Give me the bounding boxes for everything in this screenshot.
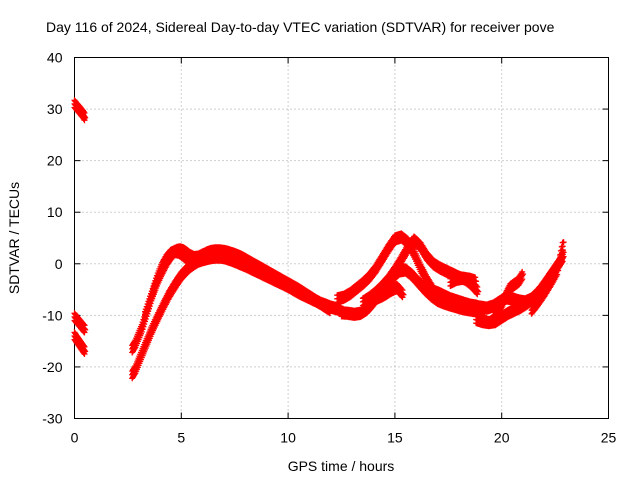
- x-tick-label: 5: [177, 430, 185, 446]
- tick-marks: [74, 57, 609, 419]
- y-tick-label: 20: [47, 153, 63, 169]
- y-tick-label: -10: [42, 307, 62, 323]
- x-tick-label: 20: [494, 430, 510, 446]
- y-tick-label: 30: [47, 101, 63, 117]
- y-tick-label: 0: [55, 256, 63, 272]
- series-s2: [71, 310, 89, 336]
- y-tick-label: -30: [42, 411, 62, 427]
- x-tick-labels: 0 5 10 15 20 25: [71, 430, 617, 446]
- data-points: [447, 271, 480, 289]
- data-points: [421, 281, 486, 315]
- y-tick-label: 40: [47, 50, 63, 66]
- series-s3: [71, 329, 89, 357]
- series-s15: [490, 268, 527, 319]
- series-s1: [71, 97, 89, 124]
- x-tick-label: 15: [387, 430, 403, 446]
- x-tick-label: 0: [71, 430, 79, 446]
- series-s10: [374, 280, 407, 305]
- y-tick-labels: -30 -20 -10 0 10 20 30 40: [42, 50, 62, 427]
- series-s16: [528, 239, 567, 317]
- data-points: [473, 247, 567, 330]
- x-axis-label: GPS time / hours: [288, 458, 395, 474]
- grid-lines: [74, 57, 609, 419]
- y-axis-label: SDTVAR / TECUs: [6, 182, 22, 294]
- data-points: [71, 310, 89, 336]
- y-tick-label: 10: [47, 204, 63, 220]
- chart-title: Day 116 of 2024, Sidereal Day-to-day VTE…: [46, 19, 555, 35]
- data-points: [528, 239, 567, 317]
- plot-frame: [74, 57, 609, 419]
- series-s13: [473, 247, 567, 330]
- data-points: [142, 244, 191, 322]
- x-tick-label: 10: [280, 430, 296, 446]
- data-points: [490, 268, 527, 319]
- data-points: [374, 280, 407, 305]
- series-s6: [142, 244, 191, 322]
- data-series: [71, 97, 567, 382]
- y-tick-label: -20: [42, 359, 62, 375]
- series-s12: [447, 271, 480, 289]
- data-points: [71, 329, 89, 357]
- x-tick-label: 25: [601, 430, 617, 446]
- series-s11: [421, 281, 486, 315]
- data-points: [71, 97, 89, 124]
